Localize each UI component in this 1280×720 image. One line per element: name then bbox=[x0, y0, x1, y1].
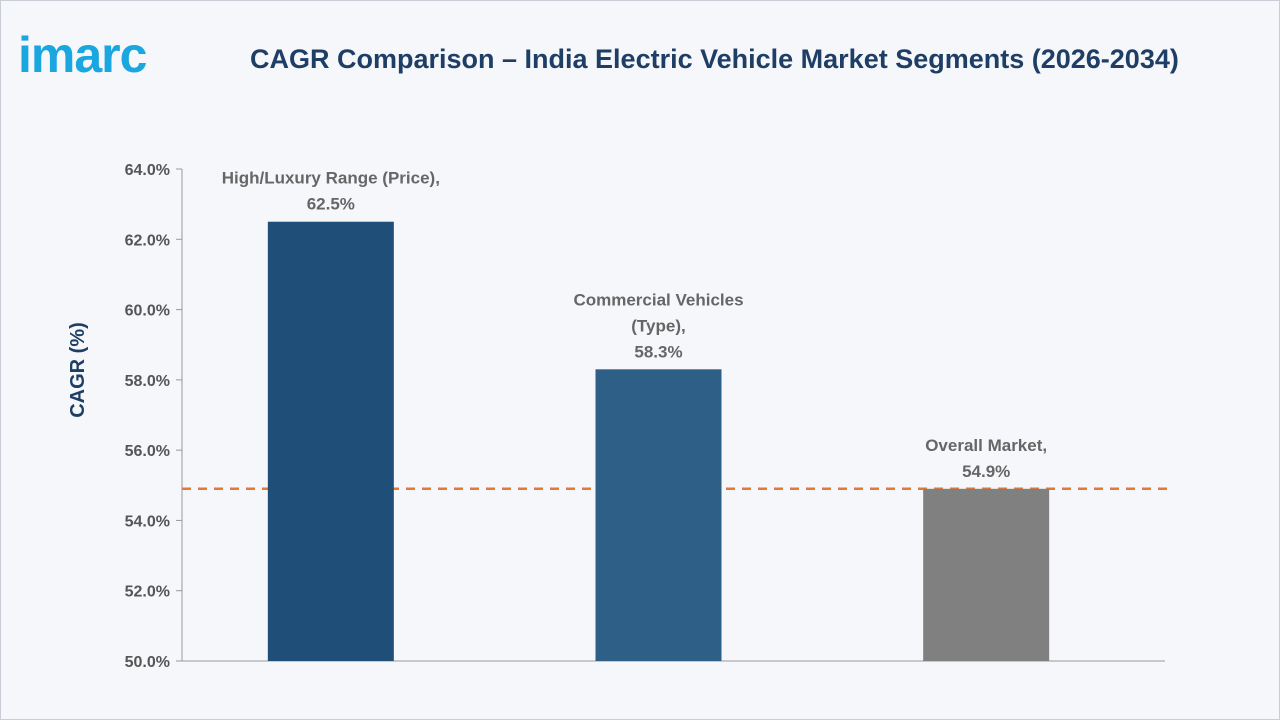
bar bbox=[595, 369, 722, 661]
chart-title: CAGR Comparison – India Electric Vehicle… bbox=[250, 44, 1179, 74]
y-tick-label: 64.0% bbox=[125, 162, 170, 179]
data-label: High/Luxury Range (Price), bbox=[222, 169, 440, 188]
bar bbox=[923, 488, 1050, 661]
data-label: 58.3% bbox=[634, 342, 682, 361]
y-tick-label: 54.0% bbox=[125, 513, 170, 530]
y-tick-label: 56.0% bbox=[125, 443, 170, 460]
data-labels: High/Luxury Range (Price), 62.5% Commercia… bbox=[222, 169, 1047, 481]
y-tick-label: 50.0% bbox=[125, 654, 170, 671]
y-tick-label: 58.0% bbox=[125, 373, 170, 390]
data-label: 62.5% bbox=[307, 195, 355, 214]
y-axis-label: CAGR (%) bbox=[67, 322, 89, 418]
axes: 50.0% 52.0% 54.0% 56.0% 58.0% 60.0% 62.0% 64.0% bbox=[125, 162, 1165, 671]
data-label: 54.9% bbox=[962, 462, 1010, 481]
y-tick-label: 60.0% bbox=[125, 303, 170, 320]
y-tick-label: 52.0% bbox=[125, 584, 170, 601]
data-label: Commercial Vehicles bbox=[573, 290, 743, 309]
data-label: Overall Market, bbox=[925, 436, 1047, 455]
imarc-logo: imarc bbox=[18, 27, 147, 83]
bars bbox=[267, 221, 1050, 661]
y-tick-label: 62.0% bbox=[125, 232, 170, 249]
data-label: (Type), bbox=[631, 316, 685, 335]
bar bbox=[267, 221, 394, 661]
